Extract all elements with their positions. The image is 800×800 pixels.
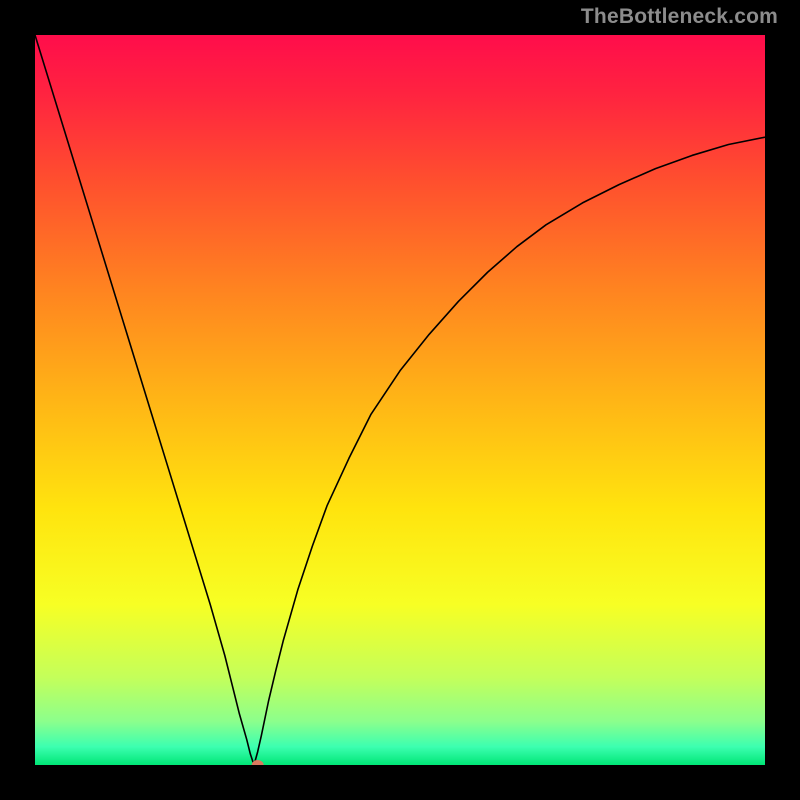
watermark-text: TheBottleneck.com [581, 5, 778, 29]
plot-area [35, 35, 765, 765]
chart-container: TheBottleneck.com [0, 0, 800, 800]
plot-svg [35, 35, 765, 765]
gradient-background [35, 35, 765, 765]
